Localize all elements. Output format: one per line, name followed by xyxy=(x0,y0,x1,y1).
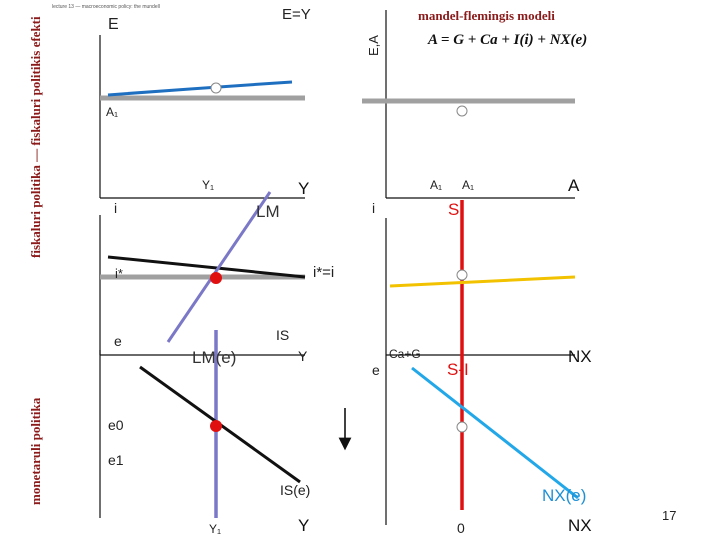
s-label: S xyxy=(448,200,460,219)
tick-y1-bottom: Y₁ xyxy=(209,522,222,536)
point-bottom-right xyxy=(456,421,468,433)
axis-label-i-left: i xyxy=(114,200,118,216)
axis-label-e: E xyxy=(108,16,119,33)
tick-y1-top: Y₁ xyxy=(202,178,215,192)
is-label: IS xyxy=(276,327,290,343)
point-top-left xyxy=(210,82,222,94)
lm-curve xyxy=(166,191,272,343)
slide-title: mandel-flemingis modeli xyxy=(418,8,555,23)
formula: A = G + Ca + I(i) + NX(e) xyxy=(428,32,588,48)
equilibrium-point-mid xyxy=(210,272,222,284)
e-equals-y-curve xyxy=(107,80,293,97)
page-number: 17 xyxy=(662,508,677,523)
axis-label-y-bottom: Y xyxy=(298,516,310,535)
nx-e-label: NX(e) xyxy=(542,486,587,505)
lm-label: LM xyxy=(256,202,280,221)
e-equals-y-label: E=Y xyxy=(282,6,311,23)
ca-g-label: Ca+G xyxy=(389,347,421,361)
axis-label-e-right: e xyxy=(372,362,380,378)
i-star-yellow-line xyxy=(389,275,576,288)
axis-label-nx: NX xyxy=(568,516,592,535)
axis-label-i-right: i xyxy=(372,200,376,216)
tick-zero: 0 xyxy=(457,520,465,536)
is-curve-black xyxy=(107,255,306,279)
lm-e-label: LM(e) xyxy=(192,348,237,367)
tick-e0: e0 xyxy=(108,417,124,433)
tick-e1: e1 xyxy=(108,452,124,468)
point-mid-right xyxy=(456,269,468,281)
nx-curve xyxy=(411,366,579,500)
axis-label-ea: E,A xyxy=(366,35,381,56)
axis-label-y-mid: Y xyxy=(298,348,308,364)
s-i-label: S-I xyxy=(447,360,469,379)
tick-a1-right-1: A₁ xyxy=(430,178,443,192)
axis-label-a-bottom: NX xyxy=(568,347,592,366)
tick-i-star: i* xyxy=(115,266,123,281)
i-star-equals-i-label: i*=i xyxy=(313,264,335,281)
axis-label-e-left: e xyxy=(114,333,122,349)
axis-label-y-top: Y xyxy=(298,179,310,198)
is-e-label: IS(e) xyxy=(280,482,311,498)
tiny-caption: lecture 13 — macroeconomic policy: the m… xyxy=(52,4,160,10)
point-top-right xyxy=(456,105,468,117)
tick-a1-right-2: A₁ xyxy=(462,178,475,192)
tick-a1-left: A₁ xyxy=(106,105,119,119)
equilibrium-point-bottom xyxy=(210,420,222,432)
axis-label-a-top: A xyxy=(568,176,580,195)
